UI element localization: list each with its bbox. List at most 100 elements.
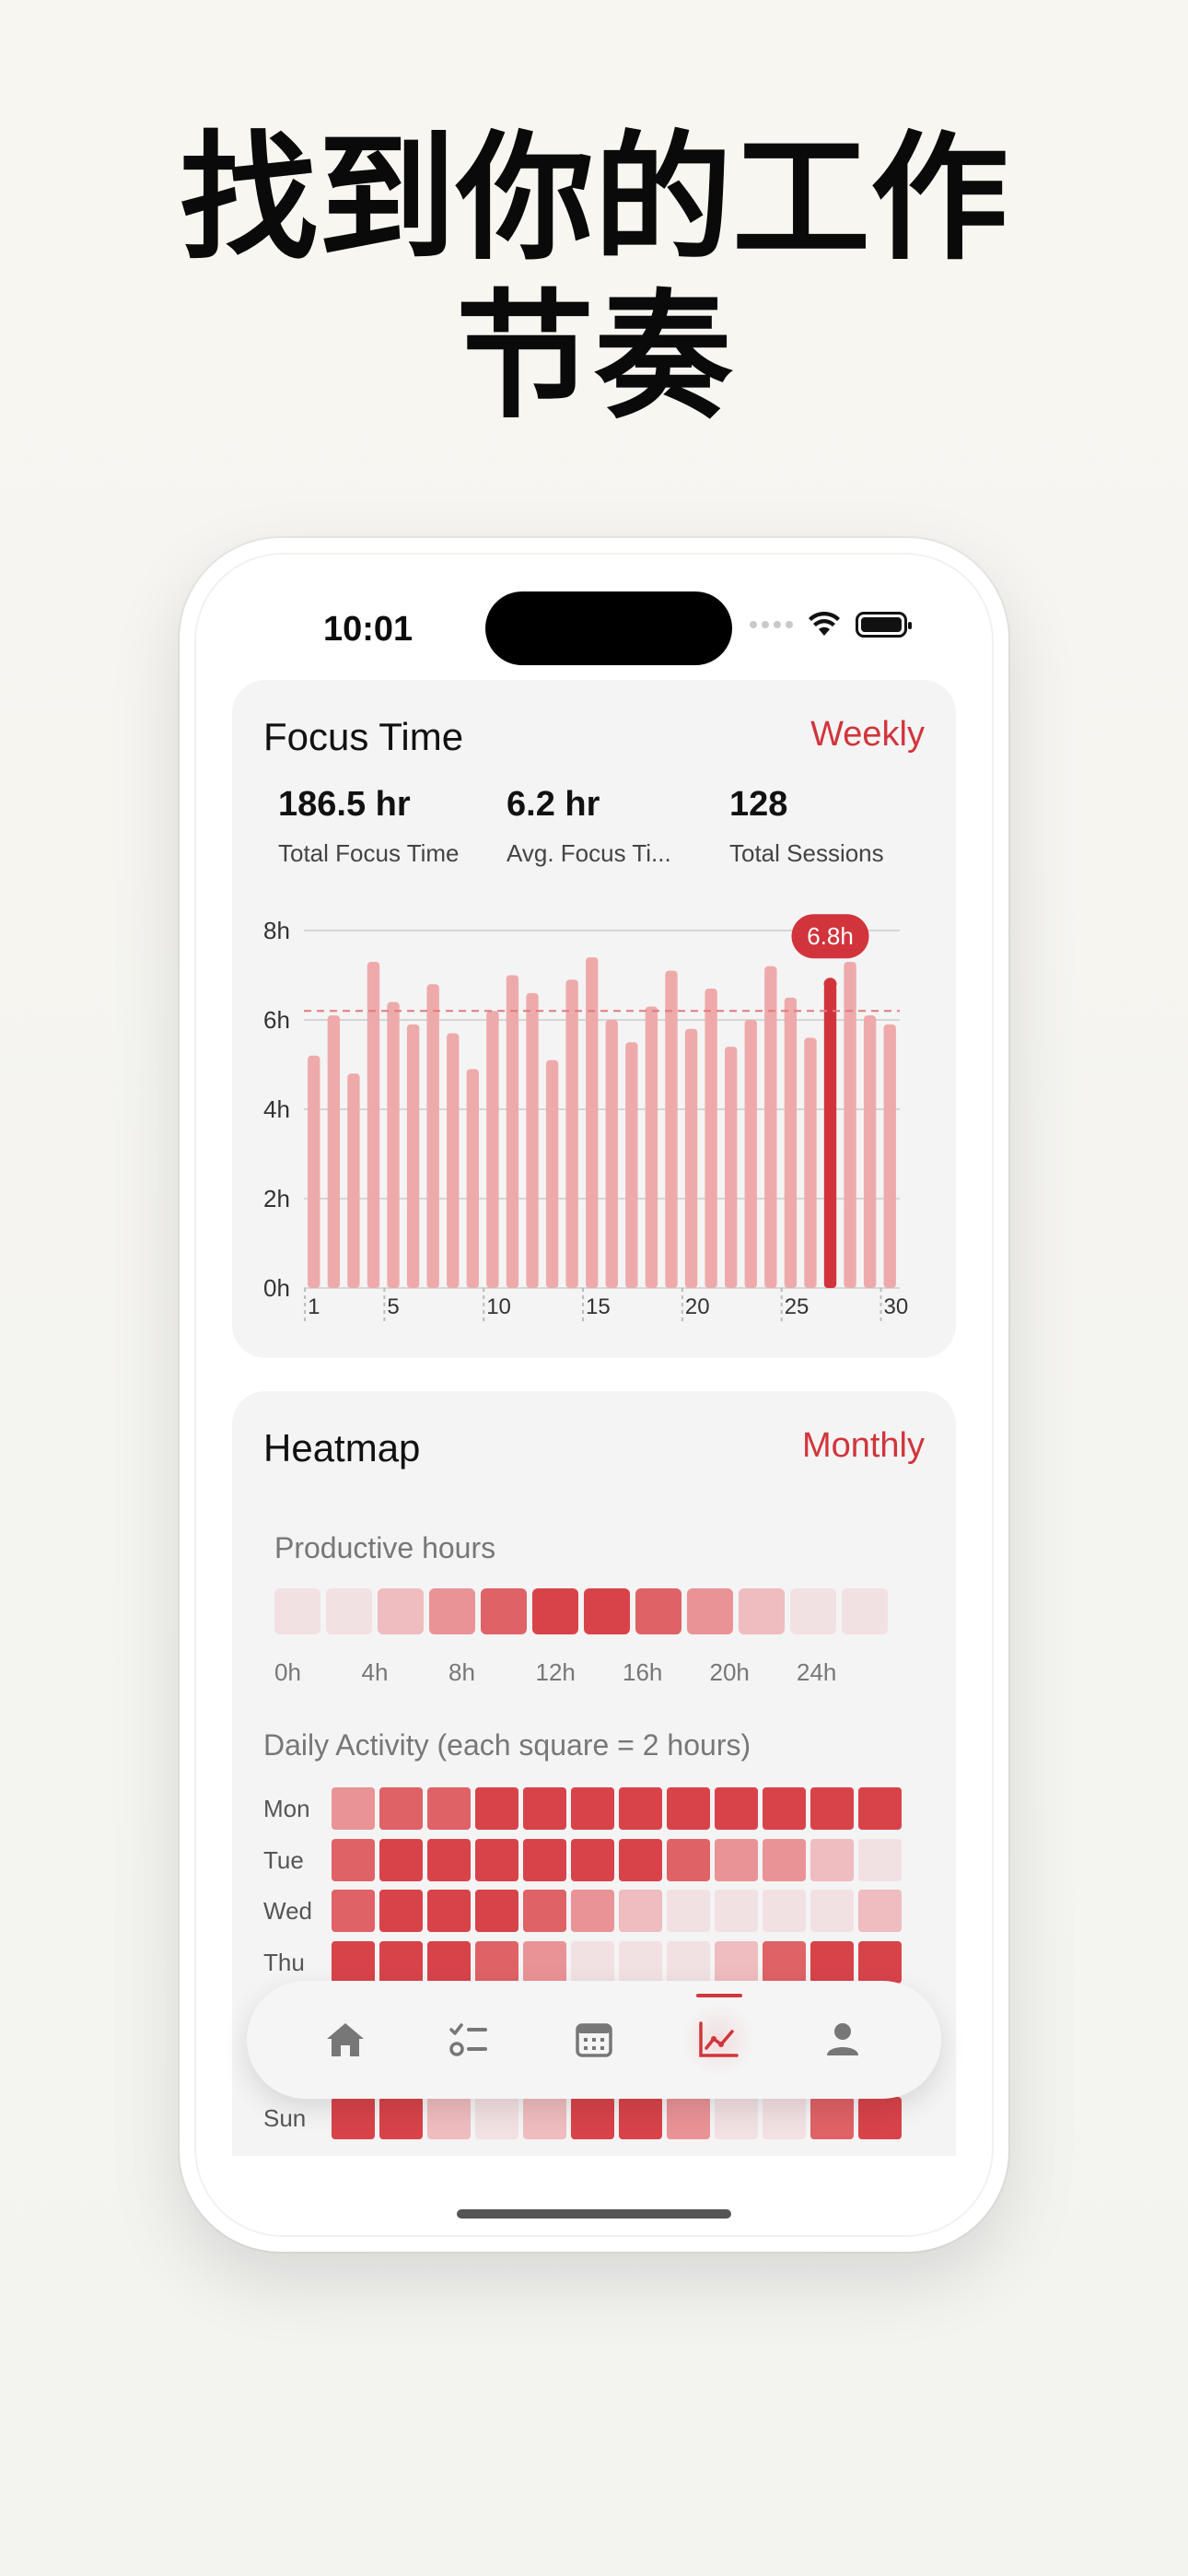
y-tick-label: 6h [263,1006,290,1034]
stat-total-focus: 186.5 hr Total Focus Time [278,785,460,868]
activity-cell [475,1941,518,1984]
productive-hours-title: Productive hours [274,1531,496,1564]
activity-row: Sun [263,2097,902,2139]
x-tick-label: 25 [785,1294,809,1319]
highlight-dot [823,978,837,991]
activity-cell [475,1787,518,1830]
activity-cell [619,1839,662,1881]
y-tick-label: 4h [263,1095,290,1123]
productive-hour-cell [326,1588,372,1634]
bar [586,957,599,1288]
activity-cell [332,1890,375,1932]
stat-total-sessions: 128 Total Sessions [729,785,884,868]
tab-tasks[interactable] [433,2003,507,2077]
productive-hour-cell [687,1588,733,1634]
activity-cell [523,1890,566,1932]
activity-cell [379,1890,423,1932]
activity-cell [571,1890,614,1932]
tab-home[interactable] [309,2003,382,2077]
activity-row: Thu [263,1941,902,1984]
tab-calendar[interactable] [557,2003,631,2077]
activity-cell [475,1839,518,1881]
focus-period-selector[interactable]: Weekly [810,715,925,754]
stat-label: Total Sessions [729,839,884,867]
highlight-value-label: 6.8h [807,922,854,950]
activity-cell [332,1839,375,1881]
activity-row: Wed [263,1890,902,1932]
signal-icon [750,621,793,628]
productive-hour-cell [378,1588,424,1634]
activity-cell [763,1839,806,1881]
headline-line-2: 节奏 [455,277,732,438]
activity-cell [619,1890,662,1932]
home-indicator[interactable] [457,2209,731,2219]
stat-avg-focus: 6.2 hr Avg. Focus Ti... [507,785,671,868]
activity-cell [715,2097,758,2139]
activity-cell [810,1941,854,1984]
checklist-icon [449,2023,488,2056]
activity-cell [571,1941,614,1984]
headline-line-1: 找到你的工作 [179,119,1008,279]
activity-cell [715,1787,758,1830]
highlight-bubble [791,914,869,959]
home-icon [327,2023,365,2056]
productive-hour-cell [274,1588,320,1634]
dynamic-island [485,591,732,665]
activity-cell [619,1941,662,1984]
activity-cell [571,2097,614,2139]
activity-cell [858,1787,902,1830]
activity-cell [715,1890,758,1932]
bar [863,1015,877,1288]
x-tick-label: 5 [387,1294,399,1319]
activity-cell [667,1890,710,1932]
y-tick-label: 2h [263,1185,290,1212]
x-tick-label: 1 [308,1294,320,1319]
stats-chart-icon [699,2021,739,2057]
activity-cell [667,1787,710,1830]
productive-hours-axis: 0h 4h 8h 12h 16h 20h 24h [274,1658,882,1686]
headline: 找到你的工作 节奏 [0,120,1188,437]
bar [724,1047,738,1288]
bar [466,1069,480,1288]
tab-profile[interactable] [806,2003,879,2077]
activity-cell [523,2097,566,2139]
bar [764,966,777,1288]
bar [804,1037,817,1288]
x-tick-label: 30 [884,1294,909,1319]
activity-cell [475,2097,518,2139]
tab-statistics[interactable] [681,1994,755,2077]
activity-cell [763,2097,806,2139]
activity-cell [667,2097,710,2139]
activity-cell [667,1941,710,1984]
bar [387,1001,400,1288]
activity-cell [523,1941,566,1984]
bar [347,1073,360,1288]
bar [486,1011,499,1288]
stat-value: 128 [729,785,788,824]
productive-hour-label: 24h [797,1658,837,1686]
productive-hour-label: 20h [709,1658,750,1686]
activity-cell [619,1787,662,1830]
activity-cell [475,1890,518,1932]
bar [526,992,539,1288]
heatmap-period-selector[interactable]: Monthly [801,1426,925,1465]
activity-cell [427,1941,471,1984]
activity-cell [715,1941,758,1984]
productive-hour-label: 0h [274,1658,301,1686]
bar [545,1060,559,1288]
activity-cell [523,1787,566,1830]
productive-hour-cell [481,1588,527,1634]
daily-activity-title: Daily Activity (each square = 2 hours) [263,1728,751,1762]
productive-hour-cell [429,1588,475,1634]
activity-cell [332,1941,375,1984]
activity-cell [858,1839,902,1881]
stat-value: 186.5 hr [278,785,411,824]
bar [308,1055,320,1288]
productive-hour-cell [790,1588,836,1634]
bar-highlight [823,984,837,1288]
y-tick-label: 8h [263,917,290,944]
bar [844,961,856,1288]
bar [426,984,439,1288]
status-icons [750,612,912,638]
productive-hour-cell [635,1588,681,1634]
